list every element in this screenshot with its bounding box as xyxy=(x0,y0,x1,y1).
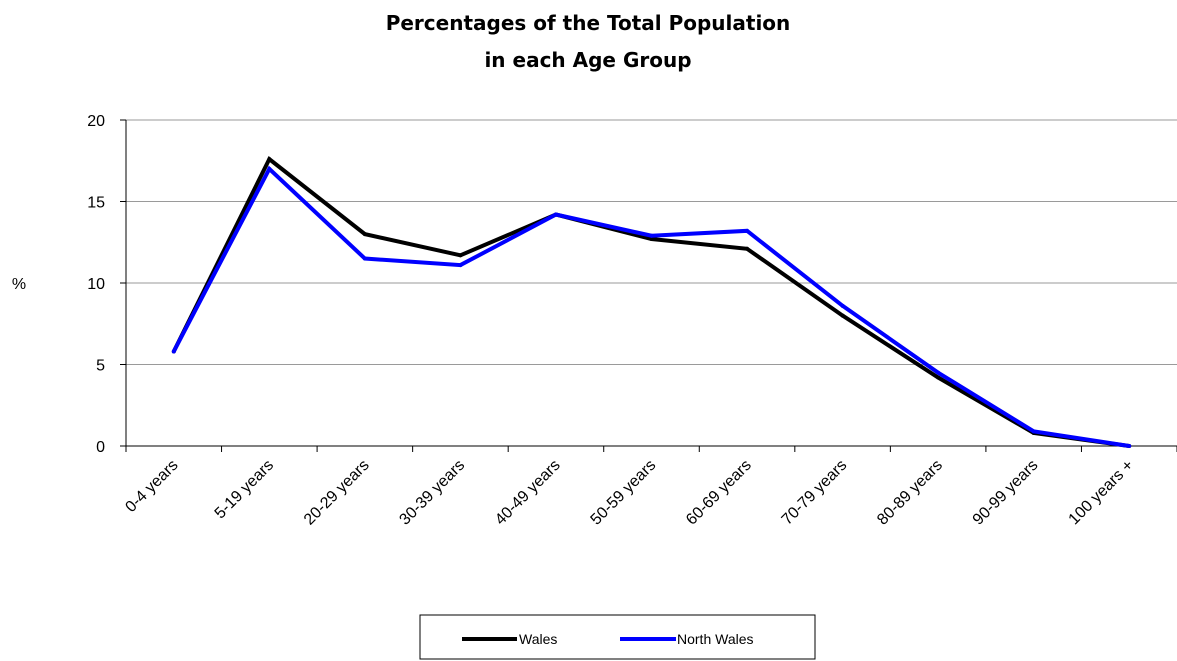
data-point-1-10 xyxy=(1127,444,1132,448)
data-point-0-3 xyxy=(458,253,463,258)
x-tick-label-4: 40-49 years xyxy=(492,457,564,529)
data-point-0-8 xyxy=(936,375,941,380)
series-lines xyxy=(171,156,1132,448)
y-tick-label-1: 5 xyxy=(96,358,105,375)
chart-title-line-1: Percentages of the Total Population xyxy=(386,11,791,35)
y-tick-label-4: 20 xyxy=(87,113,105,130)
legend: Wales North Wales xyxy=(419,614,816,660)
x-tick-label-3: 30-39 years xyxy=(396,457,468,529)
x-tick-label-7: 70-79 years xyxy=(779,457,851,529)
x-tick-label-1: 5-19 years xyxy=(212,457,277,522)
y-tick-label-2: 10 xyxy=(87,276,105,293)
gridlines xyxy=(126,119,1177,365)
data-point-1-3 xyxy=(458,263,463,268)
legend-label-north-wales: North Wales xyxy=(677,631,754,647)
data-point-1-5 xyxy=(649,233,654,238)
x-tick-label-2: 20-29 years xyxy=(301,457,373,529)
data-point-1-1 xyxy=(267,166,272,171)
data-point-0-1 xyxy=(267,157,272,162)
x-tick-label-10: 100 years + xyxy=(1066,457,1137,528)
legend-label-wales: Wales xyxy=(519,631,557,647)
y-tick-labels: 0 5 10 15 20 xyxy=(87,113,105,456)
x-tick-label-9: 90-99 years xyxy=(970,457,1042,529)
y-tick-label-3: 15 xyxy=(87,195,105,212)
y-axis-label: % xyxy=(12,276,26,293)
axes xyxy=(120,119,1177,452)
data-point-1-8 xyxy=(936,370,941,375)
data-point-1-4 xyxy=(553,212,558,217)
data-point-1-2 xyxy=(362,256,367,261)
x-tick-label-5: 50-59 years xyxy=(588,457,660,529)
data-point-0-2 xyxy=(362,232,367,237)
data-point-0-5 xyxy=(649,236,654,241)
x-tick-label-0: 0-4 years xyxy=(122,457,181,516)
y-tick-label-0: 0 xyxy=(96,439,105,456)
data-point-0-6 xyxy=(745,246,750,251)
data-point-1-7 xyxy=(840,303,845,308)
data-point-1-0 xyxy=(171,349,176,354)
data-point-0-7 xyxy=(840,313,845,318)
data-point-1-6 xyxy=(745,228,750,233)
x-tick-label-8: 80-89 years xyxy=(874,457,946,529)
x-tick-labels: 0-4 years 5-19 years 20-29 years 30-39 year… xyxy=(122,457,1137,529)
chart-title-line-2: in each Age Group xyxy=(484,48,691,72)
data-point-1-9 xyxy=(1031,429,1036,434)
x-tick-label-6: 60-69 years xyxy=(683,457,755,529)
